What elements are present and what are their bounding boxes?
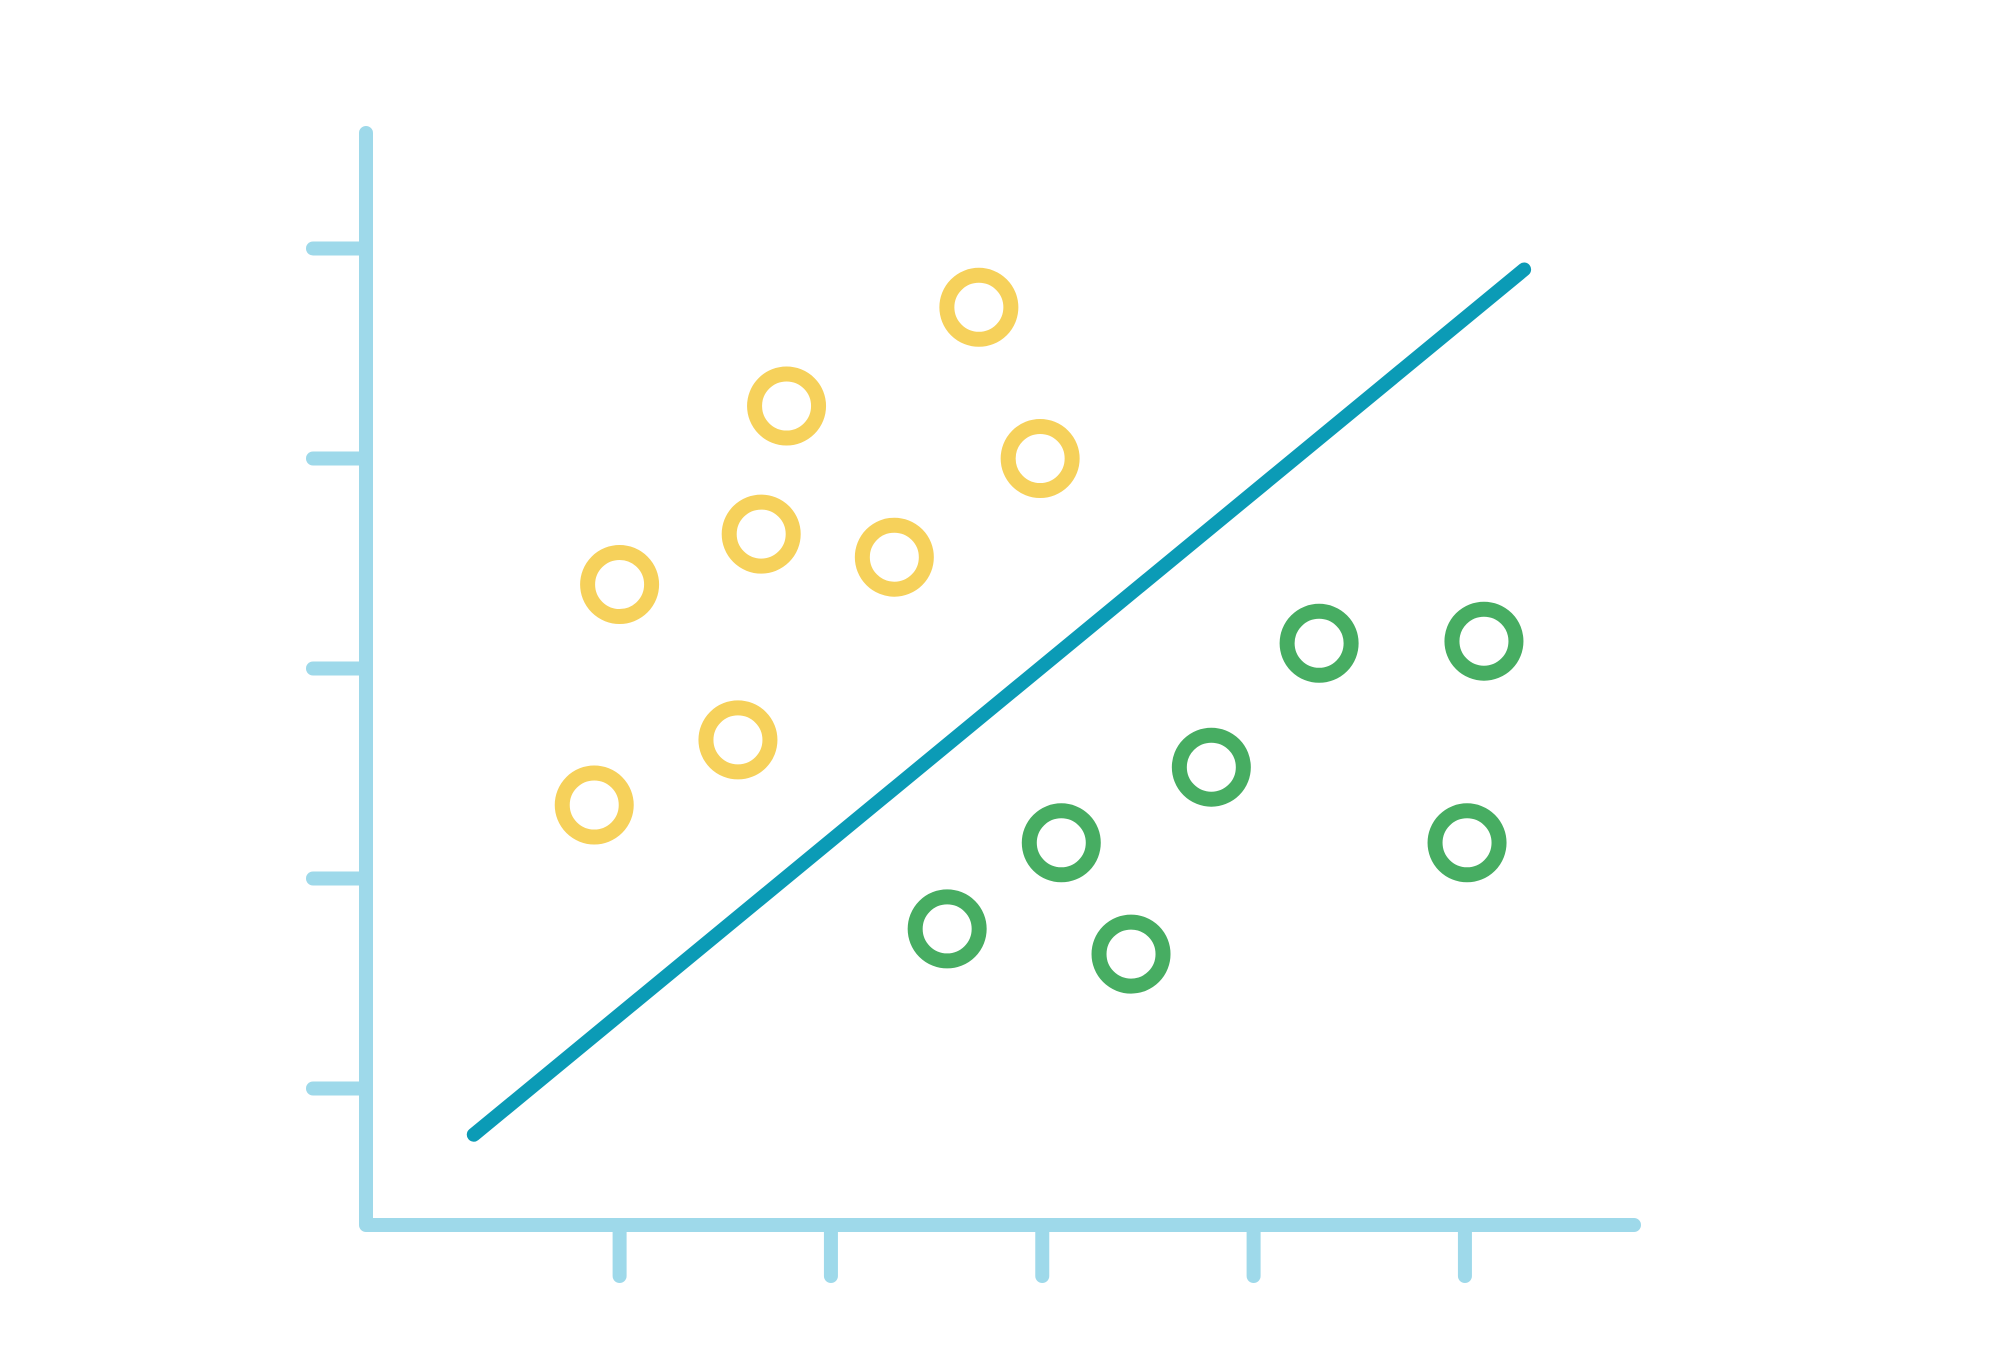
data-point-series1-0 — [1279, 603, 1359, 683]
data-point-series0-4 — [854, 517, 934, 597]
data-point-series0-6 — [698, 700, 778, 780]
data-point-series1-6 — [1091, 914, 1171, 994]
data-point-series0-1 — [747, 366, 827, 446]
data-point-series1-4 — [1021, 803, 1101, 883]
data-point-series1-2 — [1171, 727, 1251, 807]
separator-line-group — [466, 262, 1532, 1142]
data-points — [554, 267, 1524, 994]
data-point-series0-3 — [721, 494, 801, 574]
separator-line — [466, 262, 1532, 1142]
data-point-series1-1 — [1444, 601, 1524, 681]
data-point-series0-2 — [1000, 419, 1080, 498]
data-point-series0-0 — [939, 267, 1019, 347]
data-point-series0-7 — [554, 765, 634, 845]
data-point-series1-3 — [1427, 803, 1507, 883]
data-point-series1-5 — [907, 889, 987, 969]
data-point-series0-5 — [580, 545, 660, 624]
axes — [306, 126, 1641, 1283]
axis-lines — [359, 126, 1641, 1232]
